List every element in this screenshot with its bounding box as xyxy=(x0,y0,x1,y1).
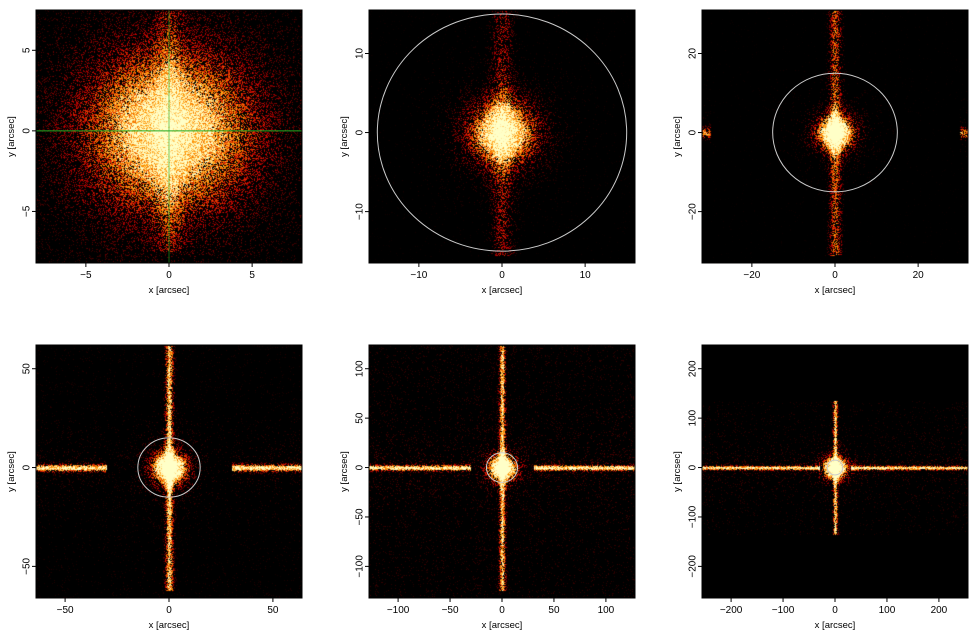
x-tick-label: 100 xyxy=(598,605,615,616)
aperture-circle xyxy=(137,437,201,498)
y-tick-label: 0 xyxy=(688,129,699,135)
x-tick-label: 0 xyxy=(166,605,172,616)
y-tick-label: −5 xyxy=(22,205,33,217)
x-tick-label: 20 xyxy=(913,270,925,281)
x-tick-label: 0 xyxy=(832,270,838,281)
y-tick-label: 0 xyxy=(355,464,366,470)
y-tick-label: 50 xyxy=(22,363,33,375)
x-tick-label: 0 xyxy=(166,270,172,281)
y-tick-label: 20 xyxy=(688,47,699,59)
y-tick-label: 0 xyxy=(688,464,699,470)
panel-4: −50 0 50 −50 0 50 x [arcsec] y [arcsec] xyxy=(6,344,303,631)
psf-image xyxy=(369,10,635,263)
x-tick-label: 200 xyxy=(931,605,948,616)
panel-6: −200 −100 0 100 200 −200 −100 0 100 200 x [arcsec]… xyxy=(672,344,969,631)
aperture-circle xyxy=(485,452,519,483)
x-tick-label: −20 xyxy=(743,270,760,281)
x-tick-label: 50 xyxy=(548,605,560,616)
x-tick-label: 5 xyxy=(249,270,255,281)
y-axis-label: y [arcsec] xyxy=(339,116,350,157)
x-tick-label: −10 xyxy=(410,270,427,281)
x-tick-label: 0 xyxy=(499,270,505,281)
y-tick-label: −100 xyxy=(355,555,366,578)
x-axis-label: x [arcsec] xyxy=(482,620,523,631)
x-axis-label: x [arcsec] xyxy=(815,285,856,296)
psf-image xyxy=(702,345,968,598)
x-tick-label: −100 xyxy=(387,605,410,616)
y-axis-label: y [arcsec] xyxy=(339,451,350,492)
y-tick-label: 0 xyxy=(355,129,366,135)
x-tick-label: 10 xyxy=(580,270,592,281)
y-axis-label: y [arcsec] xyxy=(672,116,683,157)
panel-2: −10 0 10 −10 0 10 x [arcsec] y [arcsec] xyxy=(339,9,636,296)
psf-image xyxy=(36,345,302,598)
y-axis-label: y [arcsec] xyxy=(6,451,17,492)
y-tick-label: 100 xyxy=(355,360,366,377)
aperture-circle xyxy=(376,13,628,252)
psf-image xyxy=(369,345,635,598)
y-tick-label: 0 xyxy=(22,128,33,134)
aperture-circle xyxy=(826,459,844,476)
x-tick-label: 100 xyxy=(879,605,896,616)
x-tick-label: 0 xyxy=(499,605,505,616)
x-axis-label: x [arcsec] xyxy=(815,620,856,631)
y-tick-label: 0 xyxy=(22,464,33,470)
y-tick-label: 100 xyxy=(688,409,699,426)
y-tick-label: −50 xyxy=(355,508,366,525)
y-tick-label: −20 xyxy=(688,203,699,220)
x-axis-label: x [arcsec] xyxy=(482,285,523,296)
y-tick-label: −10 xyxy=(355,203,366,220)
aperture-circle xyxy=(772,72,898,193)
y-tick-label: 10 xyxy=(355,47,366,59)
panel-5: −100 −50 0 50 100 −100 −50 0 50 100 x [arcsec] y [a… xyxy=(339,344,636,631)
x-tick-label: 50 xyxy=(267,605,279,616)
x-axis-label: x [arcsec] xyxy=(149,620,190,631)
x-tick-label: 0 xyxy=(832,605,838,616)
y-tick-label: −200 xyxy=(688,555,699,578)
y-axis-label: y [arcsec] xyxy=(6,116,17,157)
psf-image xyxy=(702,10,968,263)
x-axis-label: x [arcsec] xyxy=(149,285,190,296)
panel-3: −20 0 20 −20 0 20 x [arcsec] y [arcsec] xyxy=(672,9,969,296)
y-tick-label: −100 xyxy=(688,505,699,528)
y-tick-label: 200 xyxy=(688,360,699,377)
x-tick-label: −50 xyxy=(57,605,74,616)
y-axis-label: y [arcsec] xyxy=(672,451,683,492)
x-tick-label: −5 xyxy=(80,270,92,281)
y-tick-label: −50 xyxy=(22,557,33,574)
x-tick-label: −200 xyxy=(720,605,743,616)
x-tick-label: −100 xyxy=(772,605,795,616)
panel-1: −5 0 5 −5 0 5 x [arcsec] y [arcsec] xyxy=(6,9,303,296)
x-tick-label: −50 xyxy=(442,605,459,616)
y-tick-label: 50 xyxy=(355,412,366,424)
y-tick-label: 5 xyxy=(22,47,33,53)
